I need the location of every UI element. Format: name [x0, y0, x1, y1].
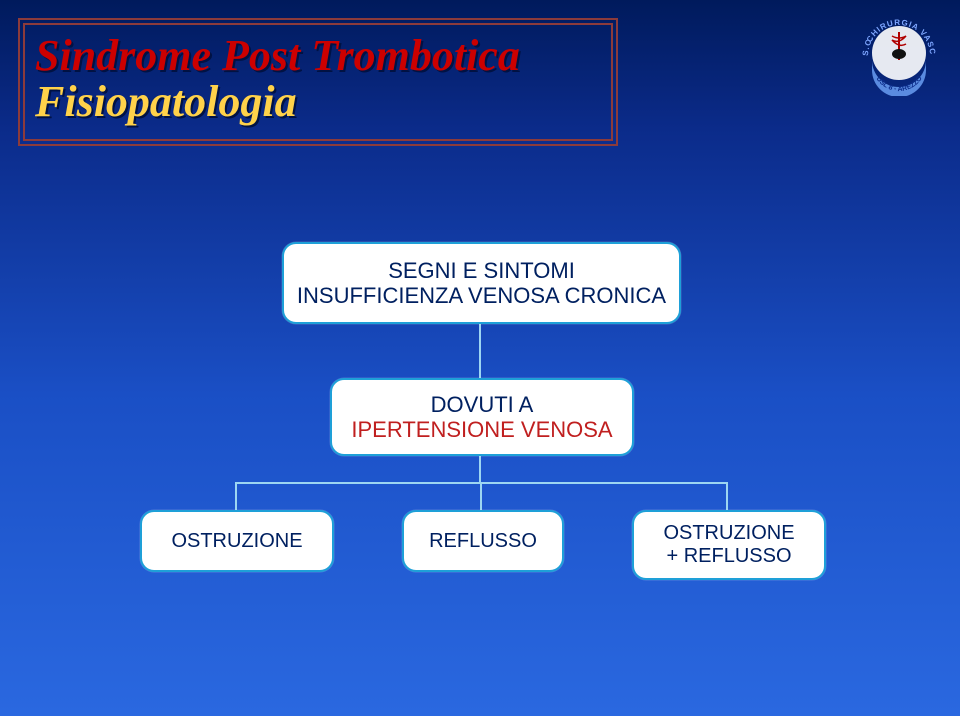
- node-signs-symptoms: SEGNI E SINTOMI INSUFFICIENZA VENOSA CRO…: [282, 242, 681, 324]
- node-obstruction-plus-reflux: OSTRUZIONE + REFLUSSO: [632, 510, 826, 580]
- node-mid-line2: IPERTENSIONE VENOSA: [351, 417, 612, 442]
- node-mid-line1: DOVUTI A: [431, 392, 534, 417]
- node-top-line1: SEGNI E SINTOMI: [388, 258, 575, 283]
- node-center-label: REFLUSSO: [429, 530, 537, 553]
- title-frame: Sindrome Post Trombotica Fisiopatologia: [18, 18, 618, 146]
- node-left-label: OSTRUZIONE: [171, 530, 302, 553]
- title-line-2: Fisiopatologia: [35, 79, 575, 125]
- title-inner-frame: Sindrome Post Trombotica Fisiopatologia: [23, 23, 613, 141]
- connector-top-mid: [479, 320, 481, 378]
- node-right-line1: OSTRUZIONE: [663, 522, 794, 545]
- connector-drop-right: [726, 482, 728, 510]
- node-obstruction: OSTRUZIONE: [140, 510, 334, 572]
- org-logo: S.C. CHIRURGIA VASCOLARE USL 8 - AREZZO: [856, 10, 942, 96]
- connector-drop-center: [480, 482, 482, 510]
- connector-drop-left: [235, 482, 237, 510]
- node-reflux: REFLUSSO: [402, 510, 564, 572]
- node-due-to: DOVUTI A IPERTENSIONE VENOSA: [330, 378, 634, 456]
- node-right-line2: + REFLUSSO: [666, 545, 791, 568]
- slide-root: Sindrome Post Trombotica Fisiopatologia …: [0, 0, 960, 716]
- title-line-1: Sindrome Post Trombotica: [35, 33, 575, 79]
- connector-mid-down: [479, 452, 481, 482]
- node-top-line2: INSUFFICIENZA VENOSA CRONICA: [297, 283, 666, 308]
